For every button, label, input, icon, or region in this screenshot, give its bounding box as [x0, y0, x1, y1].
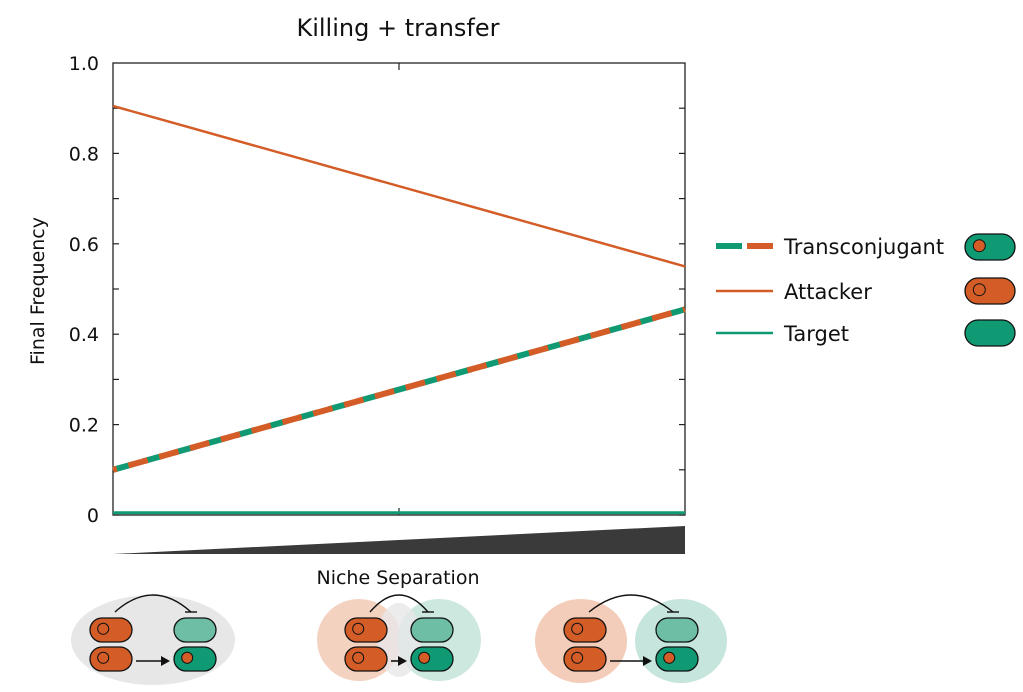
- attacker-cell: [89, 646, 133, 672]
- attacker-cell: [89, 617, 133, 643]
- y-tick-label: 0.8: [69, 143, 99, 165]
- attacker-cell: [344, 646, 388, 672]
- schematics: [71, 594, 727, 685]
- x-axis-label: Niche Separation: [316, 567, 479, 589]
- cell-body: [344, 617, 388, 643]
- overlap-niche: [377, 603, 421, 677]
- plasmid-icon: [352, 622, 365, 635]
- inhibition-arc: [114, 594, 192, 613]
- schematic-no-separation: [71, 594, 235, 685]
- plasmid-icon: [181, 651, 194, 664]
- niche-separation-wedge: [113, 526, 685, 554]
- series-lines: [112, 104, 686, 515]
- cell-body: [344, 646, 388, 672]
- plasmid-icon: [418, 651, 431, 664]
- transfer-arrow-head: [643, 656, 652, 666]
- schematic-full-separation: [535, 594, 727, 683]
- cell-body: [964, 277, 1016, 305]
- plasmid-icon: [97, 651, 110, 664]
- legend-cell-target: [964, 319, 1016, 347]
- cell-body: [964, 233, 1016, 261]
- target-cell-faded: [173, 617, 217, 643]
- cell-body: [173, 617, 217, 643]
- cell-body: [563, 646, 607, 672]
- schematic-partial-separation: [317, 594, 481, 681]
- plasmid-icon: [972, 283, 986, 297]
- wedge-shape: [113, 526, 685, 554]
- plasmid-icon: [571, 651, 584, 664]
- y-tick-label: 0.4: [69, 324, 99, 346]
- target-cell-faded: [655, 617, 699, 643]
- legend-label-attacker: Attacker: [784, 280, 872, 304]
- legend-cell-transconjugant: [964, 233, 1016, 261]
- transconjugant-cell: [655, 646, 699, 672]
- y-tick-label: 0.2: [69, 415, 99, 437]
- inhibition-arc: [369, 594, 429, 613]
- cell-body: [410, 646, 454, 672]
- target-cell-faded: [410, 617, 454, 643]
- cell-body: [89, 617, 133, 643]
- attacker-cell: [563, 646, 607, 672]
- inhibition-arc: [588, 594, 674, 613]
- transfer-arrow-head: [398, 656, 407, 666]
- plasmid-icon: [972, 239, 986, 253]
- y-axis-label: Final Frequency: [27, 217, 49, 365]
- cell-body: [563, 617, 607, 643]
- transfer-arrow-head: [161, 656, 170, 666]
- attacker-cell: [563, 617, 607, 643]
- plasmid-icon: [663, 651, 676, 664]
- chart-title: Killing + transfer: [296, 14, 499, 42]
- cell-body: [410, 617, 454, 643]
- plasmid-icon: [97, 622, 110, 635]
- legend-cell-attacker: [964, 277, 1016, 305]
- transconjugant-cell: [173, 646, 217, 672]
- series-attacker-line: [112, 104, 686, 268]
- plasmid-icon: [571, 622, 584, 635]
- y-tick-label: 1.0: [69, 53, 99, 75]
- y-tick-label: 0: [87, 505, 99, 527]
- cell-body: [173, 646, 217, 672]
- legend-label-target: Target: [783, 322, 849, 346]
- cell-body: [964, 319, 1016, 347]
- transconjugant-cell: [410, 646, 454, 672]
- y-tick-label: 0.6: [69, 234, 99, 256]
- cell-body: [655, 617, 699, 643]
- attacker-cell: [344, 617, 388, 643]
- plasmid-icon: [352, 651, 365, 664]
- cell-body: [655, 646, 699, 672]
- series-transconjugant-line-alt: [112, 306, 686, 473]
- legend-label-transconjugant: Transconjugant: [783, 235, 944, 259]
- legend: Transconjugant Attacker Target: [716, 233, 1016, 347]
- cell-body: [89, 646, 133, 672]
